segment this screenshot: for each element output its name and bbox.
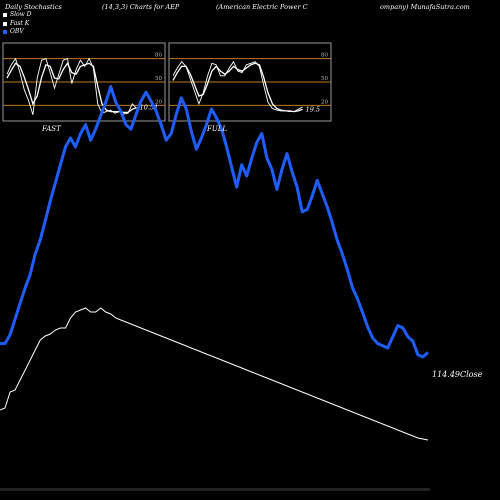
legend-item-obv: OBV [3,28,32,37]
close-line [0,307,429,441]
close-text: Close [460,370,483,379]
header-company: (American Electric Power C [216,3,308,11]
full-tick-label: 80 [321,53,328,59]
full-slow-d-line [172,62,303,113]
obv-close-panel [0,85,430,491]
fast-stochastic-panel: 20 50 80 10.51 [2,42,166,122]
fast-slow-d-line [6,61,137,114]
full-panel-title: FULL [207,125,228,133]
fast-fast-k-line [6,57,137,115]
full-stochastic-panel: 20 50 80 19.5 [168,42,332,122]
volume-strip [0,488,430,491]
legend-label: Slow D [10,11,32,18]
fast-tick-label: 80 [155,53,162,59]
legend: Slow D Fast K OBV [3,11,32,37]
obv-line [0,85,430,359]
legend-label: OBV [10,28,24,35]
header-title: Daily Stochastics [5,3,62,11]
full-last-value: 19.5 [306,105,320,113]
full-fast-k-line [172,60,303,113]
legend-item-slow-d: Slow D [3,11,32,20]
header-site: ompany) MunafaSutra.com [380,3,470,11]
fast-tick-label: 50 [155,76,162,82]
full-tick-label: 50 [321,76,328,82]
close-value-label: 114.49Close [432,370,482,379]
legend-label: Fast K [10,19,30,27]
fast-tick-label: 20 [155,99,162,105]
legend-swatch [3,13,7,18]
legend-item-fast-k: Fast K [3,20,32,29]
header-params: (14,3,3) Charts for AEP [102,3,180,11]
legend-swatch [3,30,7,35]
full-tick-label: 20 [321,99,328,105]
fast-panel-title: FAST [42,125,61,133]
legend-swatch [3,21,7,26]
fast-last-value: 10.51 [140,104,159,112]
close-last-value: 114.49 [432,370,460,379]
